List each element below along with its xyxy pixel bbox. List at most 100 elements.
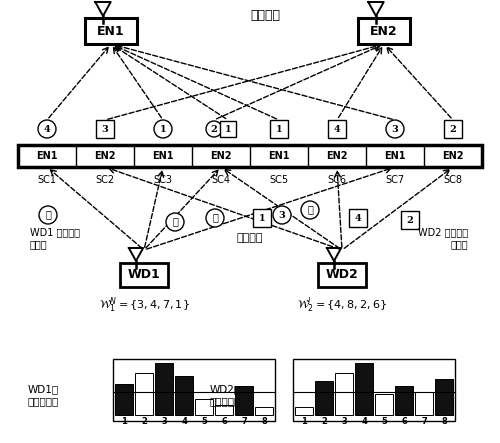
Circle shape bbox=[206, 121, 222, 137]
Bar bbox=[215, 404, 233, 415]
Bar bbox=[444, 120, 462, 138]
Bar bbox=[155, 363, 173, 415]
Bar bbox=[293, 359, 455, 421]
Text: 7: 7 bbox=[421, 417, 427, 427]
Text: SC7: SC7 bbox=[386, 175, 404, 185]
Bar bbox=[328, 120, 346, 138]
Bar bbox=[18, 145, 482, 167]
Text: 6: 6 bbox=[221, 417, 227, 427]
Text: 2: 2 bbox=[321, 417, 327, 427]
Text: ②: ② bbox=[212, 214, 218, 222]
Bar bbox=[253, 209, 271, 227]
Text: EN2: EN2 bbox=[94, 151, 116, 161]
Text: 4: 4 bbox=[44, 124, 51, 133]
Text: SC3: SC3 bbox=[154, 175, 172, 185]
Text: EN1: EN1 bbox=[97, 24, 125, 38]
Text: 5: 5 bbox=[201, 417, 207, 427]
Bar bbox=[335, 373, 353, 415]
Bar bbox=[315, 381, 333, 415]
Text: 2: 2 bbox=[450, 124, 456, 133]
Text: 6: 6 bbox=[401, 417, 407, 427]
Circle shape bbox=[166, 213, 184, 231]
Bar bbox=[295, 407, 313, 415]
Bar bbox=[358, 18, 410, 44]
Text: EN2: EN2 bbox=[370, 24, 398, 38]
Circle shape bbox=[273, 206, 291, 224]
Text: $\mathcal{W}_1^N = \{3,4,7,1\}$: $\mathcal{W}_1^N = \{3,4,7,1\}$ bbox=[98, 295, 190, 315]
Text: SC2: SC2 bbox=[96, 175, 114, 185]
Text: $\mathcal{W}_2^l = \{4,8,2,6\}$: $\mathcal{W}_2^l = \{4,8,2,6\}$ bbox=[297, 295, 387, 315]
Bar bbox=[255, 407, 273, 415]
Circle shape bbox=[206, 209, 224, 227]
Text: 1: 1 bbox=[301, 417, 307, 427]
Bar bbox=[415, 392, 433, 415]
Bar bbox=[349, 209, 367, 227]
Text: 1: 1 bbox=[224, 124, 232, 133]
Circle shape bbox=[154, 120, 172, 138]
Bar bbox=[85, 18, 137, 44]
Text: WD2: WD2 bbox=[326, 268, 358, 281]
Circle shape bbox=[301, 201, 319, 219]
Text: ①: ① bbox=[172, 218, 178, 226]
Text: 8: 8 bbox=[261, 417, 267, 427]
Text: 2: 2 bbox=[406, 215, 414, 225]
Bar bbox=[270, 120, 288, 138]
Text: EN1: EN1 bbox=[36, 151, 58, 161]
Text: SC4: SC4 bbox=[212, 175, 231, 185]
Text: WD1 投出的选
票顺序: WD1 投出的选 票顺序 bbox=[30, 227, 80, 249]
Text: WD2的
频率子信道: WD2的 频率子信道 bbox=[210, 384, 241, 406]
Text: SC6: SC6 bbox=[328, 175, 346, 185]
Bar bbox=[220, 121, 236, 137]
Text: WD1的
频率子信道: WD1的 频率子信道 bbox=[28, 384, 60, 406]
Bar bbox=[435, 379, 453, 415]
Text: ④: ④ bbox=[45, 210, 51, 219]
Text: 3: 3 bbox=[278, 210, 285, 219]
Circle shape bbox=[386, 120, 404, 138]
Text: EN1: EN1 bbox=[152, 151, 174, 161]
Text: EN1: EN1 bbox=[268, 151, 290, 161]
Text: ③: ③ bbox=[307, 206, 313, 214]
Text: 4: 4 bbox=[181, 417, 187, 427]
Text: SC8: SC8 bbox=[444, 175, 462, 185]
Bar bbox=[318, 263, 366, 287]
Text: 7: 7 bbox=[241, 417, 247, 427]
Text: 3: 3 bbox=[392, 124, 398, 133]
Bar bbox=[113, 359, 275, 421]
Text: 2: 2 bbox=[141, 417, 147, 427]
Text: 4: 4 bbox=[354, 214, 362, 222]
Text: 1: 1 bbox=[160, 124, 166, 133]
Text: 4: 4 bbox=[361, 417, 367, 427]
Text: 3: 3 bbox=[161, 417, 167, 427]
Bar bbox=[235, 386, 253, 415]
Bar bbox=[355, 363, 373, 415]
Bar bbox=[115, 384, 133, 415]
Text: EN2: EN2 bbox=[442, 151, 464, 161]
Text: 8: 8 bbox=[441, 417, 447, 427]
Bar bbox=[375, 394, 393, 415]
Bar bbox=[175, 376, 193, 415]
Text: EN1: EN1 bbox=[384, 151, 406, 161]
Text: 1: 1 bbox=[121, 417, 127, 427]
Text: 2: 2 bbox=[210, 124, 218, 133]
Bar bbox=[195, 400, 213, 415]
Text: SC1: SC1 bbox=[38, 175, 56, 185]
Bar bbox=[96, 120, 114, 138]
Bar bbox=[401, 211, 419, 229]
Text: EN2: EN2 bbox=[326, 151, 348, 161]
Text: WD2 投出的选
票顺序: WD2 投出的选 票顺序 bbox=[418, 227, 468, 249]
Text: SC5: SC5 bbox=[270, 175, 288, 185]
Text: 3: 3 bbox=[341, 417, 347, 427]
Text: 1: 1 bbox=[276, 124, 282, 133]
Circle shape bbox=[39, 206, 57, 224]
Text: 3: 3 bbox=[102, 124, 108, 133]
Text: 4: 4 bbox=[334, 124, 340, 133]
Text: 5: 5 bbox=[381, 417, 387, 427]
Text: 1: 1 bbox=[258, 214, 266, 222]
Text: WD1: WD1 bbox=[128, 268, 160, 281]
Circle shape bbox=[38, 120, 56, 138]
Text: 有序投票: 有序投票 bbox=[237, 233, 263, 243]
Text: 票数统计: 票数统计 bbox=[250, 8, 280, 22]
Bar bbox=[395, 386, 413, 415]
Bar bbox=[135, 373, 153, 415]
Text: EN2: EN2 bbox=[210, 151, 232, 161]
